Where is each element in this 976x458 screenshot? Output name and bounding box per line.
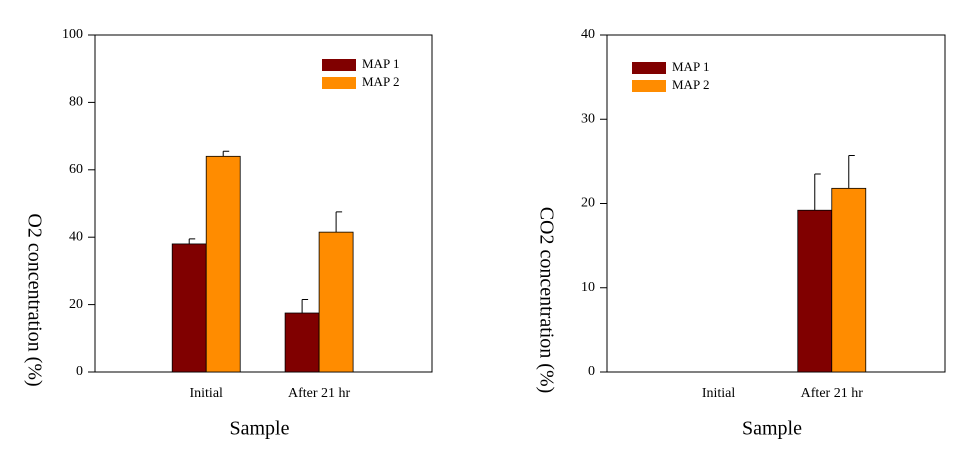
y-tick-label: 100 [62,27,83,42]
y-tick-label: 10 [581,280,595,295]
bar [171,243,207,373]
y-tick-label: 60 [69,162,83,177]
x-axis-title: Sample [742,418,802,440]
legend-label: MAP 2 [362,74,399,89]
bar [284,312,320,373]
y-tick-label: 20 [69,297,83,312]
y-tick-label: 40 [69,229,83,244]
y-tick-label: 30 [581,111,595,126]
error-bar [335,211,343,233]
x-tick-label: After 21 hr [288,386,351,401]
error-bar [301,299,309,314]
bar [831,187,867,373]
plot-frame [94,34,433,373]
bar [797,209,833,373]
y-tick-label: 40 [581,27,595,42]
legend-label: MAP 1 [672,59,709,74]
legend-swatch [632,62,666,74]
y-tick-label: 20 [581,196,595,211]
bar [318,231,354,373]
y-axis-title: CO2 concentration (%) [535,207,557,394]
x-tick-label: Initial [189,386,223,401]
bar [205,155,241,373]
error-bar [814,173,821,211]
y-tick-label: 0 [76,364,83,379]
y-tick-label: 80 [69,95,83,110]
error-bar [848,154,855,189]
x-tick-label: Initial [702,386,736,401]
y-tick-label: 0 [588,364,595,379]
legend-swatch [322,77,356,89]
legend-label: MAP 1 [362,56,399,71]
legend-label: MAP 2 [672,77,709,92]
legend-swatch [632,80,666,92]
legend-swatch [322,59,356,71]
error-bar [188,238,196,244]
x-tick-label: After 21 hr [801,386,864,401]
x-axis-title: Sample [230,418,290,440]
error-bar [222,150,230,157]
y-axis-title: O2 concentration (%) [23,213,45,386]
